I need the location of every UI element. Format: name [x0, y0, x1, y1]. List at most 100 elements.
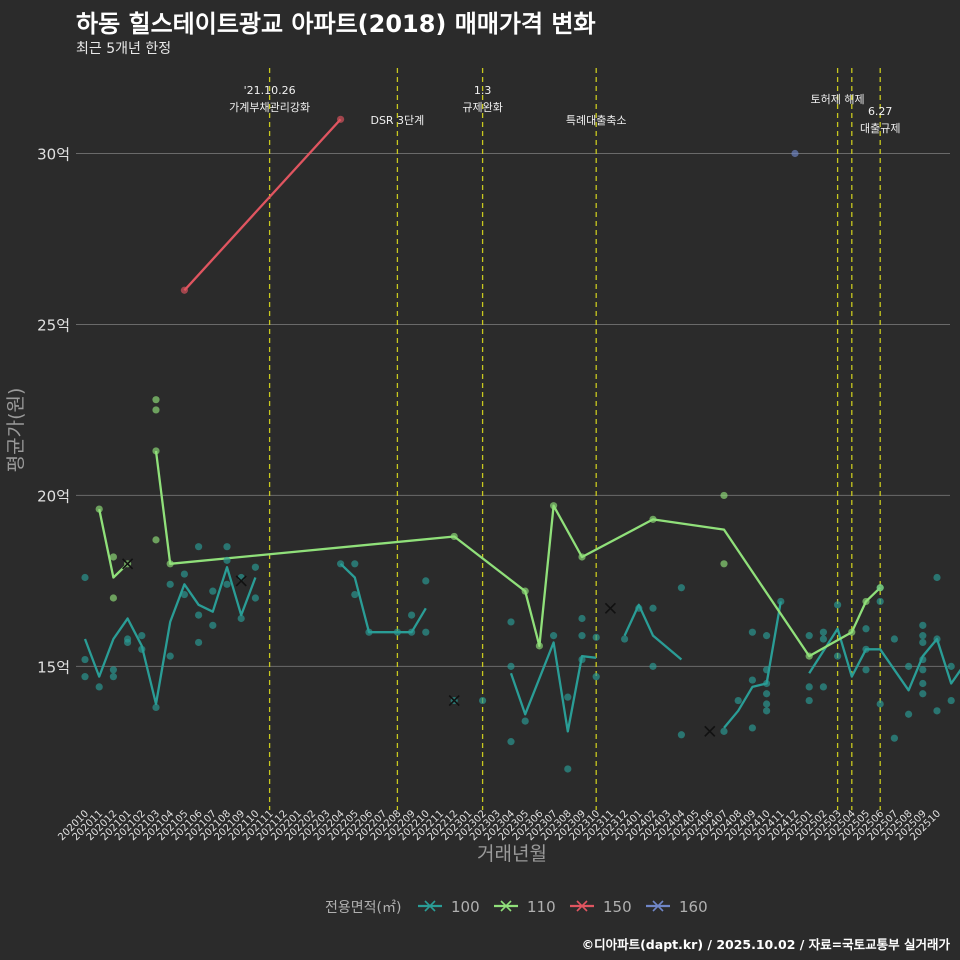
data-point-100: [777, 597, 785, 606]
data-point-100: [862, 666, 870, 674]
data-point-100: [365, 628, 373, 636]
data-point-110: [109, 553, 117, 561]
data-point-100: [947, 696, 955, 705]
data-point-100: [351, 590, 359, 599]
legend-label-160: 160: [679, 898, 708, 916]
data-point-100: [919, 690, 927, 698]
data-point-100: [251, 563, 259, 571]
data-point-150: [180, 286, 188, 294]
data-point-100: [805, 683, 813, 691]
data-point-100: [521, 717, 529, 725]
data-point-100: [592, 633, 600, 641]
data-point-100: [947, 662, 955, 670]
data-point-100: [592, 673, 600, 681]
data-point-100: [919, 655, 927, 664]
y-tick-label: 30억: [37, 145, 70, 163]
data-point-100: [933, 573, 941, 582]
y-tick-label: 20억: [37, 487, 70, 505]
series-line-100: [509, 641, 597, 733]
data-point-100: [734, 696, 742, 705]
data-point-100: [649, 604, 657, 612]
data-point-100: [919, 621, 927, 629]
data-point-100: [677, 584, 686, 592]
data-point-110: [166, 560, 174, 568]
data-point-100: [223, 543, 231, 551]
data-point-100: [109, 666, 117, 674]
cross-stroke: [604, 602, 616, 614]
data-point-110: [152, 447, 160, 455]
data-point-100: [223, 556, 231, 564]
event-annotation: 특례대출축소: [566, 114, 627, 127]
data-point-110: [450, 532, 458, 541]
cross-stroke: [235, 575, 247, 587]
data-point-100: [138, 645, 146, 653]
data-point-100: [919, 666, 927, 674]
data-point-100: [819, 628, 828, 636]
data-point-100: [621, 635, 629, 643]
y-axis-title: 평균가(원): [5, 388, 27, 473]
legend-key-cross: [576, 900, 588, 912]
legend-key-cross: [424, 900, 436, 912]
footer-source: ©디아파트(dapt.kr) / 2025.10.02 / 자료=국토교통부 실…: [581, 937, 950, 952]
data-point-100: [919, 679, 927, 688]
data-point-110: [848, 628, 856, 636]
data-point-100: [351, 560, 359, 568]
cross-stroke: [704, 725, 716, 737]
data-point-100: [720, 727, 728, 735]
data-point-100: [763, 707, 771, 715]
data-point-100: [195, 611, 203, 619]
data-point-100: [223, 580, 231, 588]
data-point-100: [890, 635, 899, 643]
event-annotation: '21.10.26: [244, 84, 296, 97]
data-point-110: [862, 597, 870, 606]
data-point-110: [152, 536, 160, 544]
data-point-100: [649, 662, 657, 670]
cross-mark: [604, 602, 616, 614]
data-point-100: [819, 683, 828, 691]
data-point-100: [180, 590, 188, 599]
event-annotation: 규제완화: [462, 101, 502, 114]
data-point-110: [521, 587, 529, 595]
data-point-100: [195, 543, 203, 551]
event-annotation: 대출규제: [860, 122, 900, 135]
series-lines: [83, 118, 960, 733]
legend-label-100: 100: [451, 898, 480, 916]
data-point-100: [237, 614, 245, 623]
cross-stroke: [122, 558, 134, 570]
series-line-100: [83, 566, 257, 706]
data-point-100: [152, 703, 160, 712]
data-point-110: [876, 584, 884, 592]
data-point-100: [834, 601, 842, 609]
data-point-100: [479, 696, 487, 705]
data-point-110: [152, 396, 160, 404]
grid-lines: [76, 152, 950, 667]
data-point-100: [763, 679, 771, 688]
data-point-100: [81, 655, 89, 664]
data-point-100: [81, 673, 89, 681]
cross-stroke: [448, 695, 460, 707]
event-annotation: 6.27: [868, 105, 893, 118]
series-line-100: [723, 601, 782, 729]
series-line-150: [183, 118, 342, 292]
series-points: [81, 115, 955, 773]
data-point-100: [876, 597, 884, 606]
data-point-100: [578, 614, 586, 623]
data-point-100: [834, 652, 842, 660]
data-point-110: [95, 505, 103, 513]
data-point-100: [763, 690, 771, 698]
event-annotation: 토허제 해제: [811, 92, 865, 106]
data-point-100: [805, 696, 813, 705]
x-axis: 2020102020112020122021012021022021032021…: [56, 808, 943, 843]
data-point-100: [209, 621, 217, 629]
data-point-100: [819, 635, 828, 643]
data-point-100: [109, 673, 117, 681]
legend-title: 전용면적(㎡): [325, 900, 401, 916]
data-point-100: [550, 632, 558, 640]
data-point-110: [649, 515, 657, 523]
data-point-100: [393, 628, 401, 636]
data-point-110: [109, 594, 117, 602]
data-point-100: [763, 632, 771, 640]
data-point-100: [124, 635, 132, 643]
data-point-100: [81, 573, 89, 582]
cross-mark: [235, 575, 247, 587]
